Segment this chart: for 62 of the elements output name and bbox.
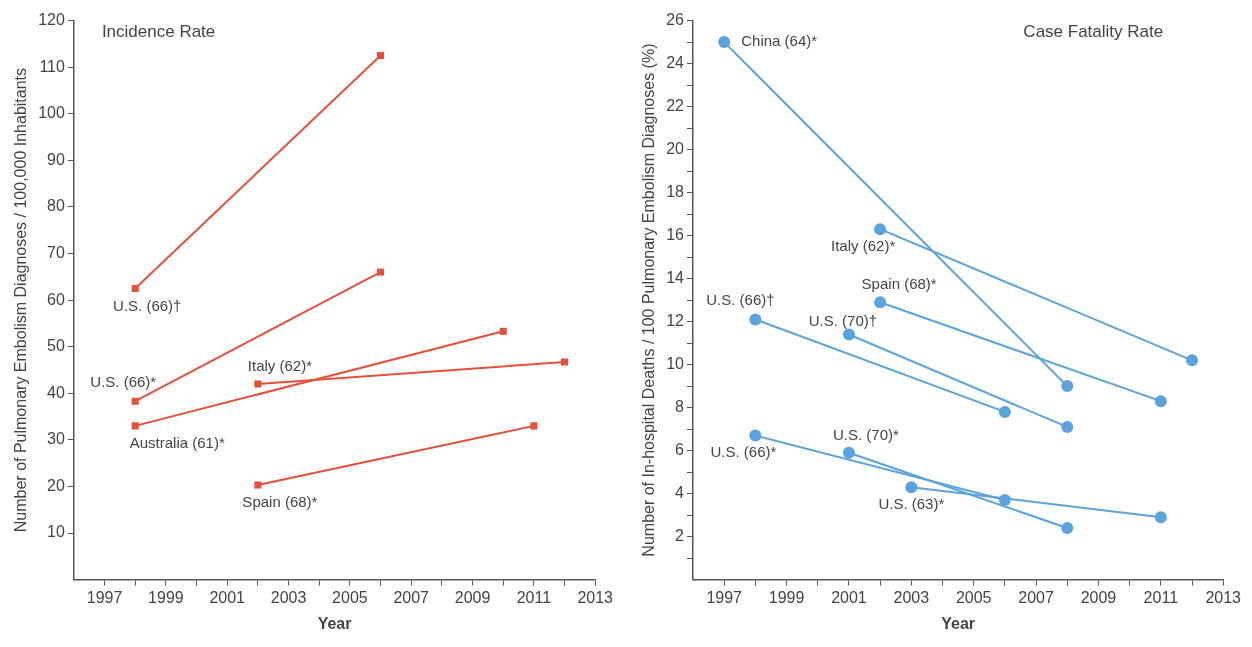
x-tick-label: 2013: [1205, 588, 1242, 606]
x-tick-label: 2003: [270, 588, 307, 606]
y-tick-label: 80: [47, 197, 65, 215]
x-tick-label: 2009: [1080, 588, 1117, 606]
x-tick-label: 2011: [1143, 588, 1179, 606]
chart-title: Incidence Rate: [101, 22, 216, 42]
x-tick-label: 1997: [706, 588, 743, 606]
y-tick-label: 30: [47, 430, 65, 448]
x-tick-label: 2007: [393, 588, 430, 606]
chart-title: Case Fatality Rate: [1023, 22, 1164, 42]
series-label: Italy (62)*: [247, 357, 313, 375]
series-label: U.S. (66)*: [710, 442, 777, 460]
y-tick-label: 8: [675, 398, 685, 416]
series-label: Spain (68)*: [861, 275, 937, 293]
y-tick-label: 18: [666, 183, 685, 201]
x-tick-label: 1999: [148, 588, 184, 606]
y-tick-label: 14: [666, 269, 685, 287]
y-tick-label: 12: [666, 312, 685, 330]
y-tick-label: 100: [38, 104, 65, 122]
y-tick-label: 40: [47, 383, 65, 401]
x-tick-label: 2005: [955, 588, 992, 606]
series-label: U.S. (63)*: [878, 495, 945, 513]
series-label: U.S. (66)†: [706, 290, 775, 308]
y-tick-label: 90: [47, 150, 65, 168]
x-tick-label: 1999: [768, 588, 805, 606]
x-tick-label: 2007: [1018, 588, 1054, 606]
y-tick-label: 20: [666, 140, 685, 158]
y-tick-label: 20: [47, 476, 65, 494]
series-label: U.S. (70)*: [833, 425, 900, 443]
series-label: U.S. (70)†: [808, 311, 878, 329]
x-tick-label: 2001: [831, 588, 867, 606]
series-label: Spain (68)*: [242, 493, 318, 511]
y-tick-label: 6: [675, 441, 685, 459]
x-tick-label: 2013: [577, 588, 614, 606]
y-tick-label: 24: [666, 54, 685, 72]
series-label: Australia (61)*: [129, 434, 225, 452]
y-tick-label: 4: [675, 484, 685, 502]
x-axis-title: Year: [941, 614, 976, 632]
y-tick-label: 50: [47, 337, 65, 355]
y-tick-label: 60: [47, 290, 65, 308]
y-tick-label: 10: [666, 355, 685, 373]
y-tick-label: 110: [39, 57, 65, 75]
x-tick-label: 2001: [209, 588, 246, 606]
series-label: China (64)*: [741, 32, 818, 50]
y-tick-label: 120: [38, 11, 65, 29]
series-label: U.S. (66)*: [90, 373, 157, 391]
y-axis-title: Number of In-hospital Deaths / 100 Pulmonary Embolism Diagnoses (%): [640, 43, 658, 557]
y-tick-label: 22: [666, 97, 685, 115]
x-tick-label: 2009: [454, 588, 491, 606]
y-tick-label: 16: [666, 226, 685, 244]
x-tick-label: 2011: [516, 588, 552, 606]
series-label: U.S. (66)†: [113, 296, 182, 314]
y-tick-label: 10: [47, 523, 65, 541]
x-axis-title: Year: [317, 614, 352, 632]
y-tick-label: 26: [666, 11, 685, 29]
x-tick-label: 1997: [86, 588, 123, 606]
y-axis-title: Number of Pulmonary Embolism Diagnoses / 100,000 Inhabitants: [12, 67, 30, 533]
x-tick-label: 2003: [893, 588, 930, 606]
y-tick-label: 70: [47, 243, 65, 261]
series-label: Italy (62)*: [831, 237, 896, 255]
x-tick-label: 2005: [332, 588, 368, 606]
y-tick-label: 2: [675, 527, 685, 545]
